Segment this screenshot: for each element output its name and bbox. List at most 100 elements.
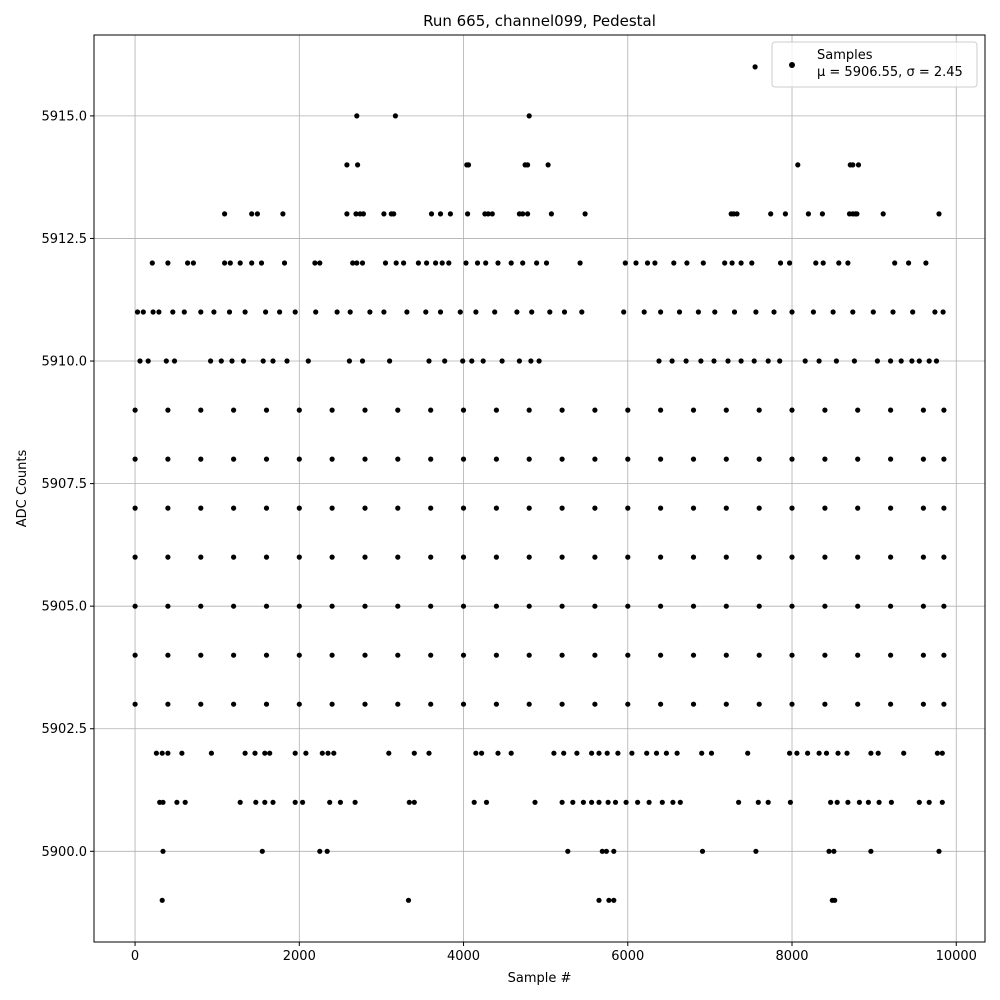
data-point: [198, 505, 204, 511]
data-point: [469, 358, 475, 364]
data-point: [362, 652, 368, 658]
data-point: [284, 358, 290, 364]
data-point: [684, 260, 690, 266]
data-point: [442, 358, 448, 364]
data-point: [565, 848, 571, 854]
data-point: [355, 162, 361, 168]
data-point: [132, 603, 138, 609]
data-point: [292, 750, 298, 756]
data-point: [888, 407, 894, 413]
data-point: [428, 603, 434, 609]
data-point: [787, 750, 793, 756]
data-point: [868, 848, 874, 854]
data-point: [211, 309, 217, 315]
data-point: [165, 603, 171, 609]
data-point: [641, 309, 647, 315]
data-point: [495, 750, 501, 756]
data-point: [611, 897, 617, 903]
data-point: [395, 603, 401, 609]
data-point: [844, 750, 850, 756]
data-point: [329, 701, 335, 707]
data-point: [826, 848, 832, 854]
data-point: [312, 260, 318, 266]
data-point: [816, 358, 822, 364]
y-tick-label: 5907.5: [42, 477, 88, 492]
data-point: [405, 897, 412, 903]
data-point: [423, 309, 429, 315]
data-point: [592, 652, 598, 658]
data-point: [612, 799, 619, 805]
data-point: [592, 701, 598, 707]
data-point: [150, 309, 156, 315]
data-point: [723, 603, 729, 609]
data-point: [460, 603, 467, 609]
data-point: [457, 309, 463, 315]
data-point: [240, 358, 247, 364]
data-point: [526, 554, 532, 560]
data-point: [822, 652, 828, 658]
data-point: [855, 505, 861, 511]
data-point: [755, 799, 761, 805]
data-point: [659, 799, 665, 805]
data-point: [218, 358, 224, 364]
data-point: [698, 358, 704, 364]
data-point: [411, 750, 417, 756]
data-point: [611, 848, 617, 854]
data-point: [252, 750, 258, 756]
data-point: [447, 211, 453, 217]
x-tick-label: 10000: [936, 949, 977, 964]
x-tick-label: 8000: [775, 949, 808, 964]
data-point: [329, 456, 335, 462]
data-point: [625, 701, 631, 707]
data-point: [249, 260, 255, 266]
data-point: [329, 554, 335, 560]
data-point: [658, 652, 664, 658]
data-point: [411, 799, 417, 805]
data-point: [446, 260, 452, 266]
data-point: [874, 358, 881, 364]
data-point: [941, 652, 947, 658]
data-point: [787, 799, 794, 805]
data-point: [362, 701, 368, 707]
data-point: [723, 505, 729, 511]
data-point: [753, 848, 759, 854]
data-point: [526, 407, 532, 413]
data-point: [833, 358, 840, 364]
data-point: [439, 260, 445, 266]
data-point: [229, 358, 235, 364]
data-point: [460, 407, 467, 413]
data-point: [756, 603, 762, 609]
data-point: [305, 358, 311, 364]
data-point: [822, 407, 828, 413]
data-point: [460, 456, 467, 462]
data-point: [768, 211, 774, 217]
data-point: [941, 407, 947, 413]
data-point: [888, 799, 895, 805]
data-point: [395, 652, 401, 658]
data-point: [525, 162, 531, 168]
x-tick-label: 6000: [611, 949, 644, 964]
data-point: [460, 505, 467, 511]
data-point: [753, 309, 759, 315]
data-point: [156, 309, 162, 315]
data-point: [174, 799, 180, 805]
data-point: [426, 358, 432, 364]
data-point: [346, 358, 352, 364]
y-tick-label: 5900.0: [42, 845, 88, 860]
data-point: [559, 652, 565, 658]
data-point: [367, 309, 373, 315]
data-point: [382, 260, 389, 266]
data-point: [850, 162, 856, 168]
data-point: [625, 456, 631, 462]
data-point: [292, 799, 298, 805]
data-point: [855, 554, 861, 560]
data-point: [916, 799, 922, 805]
data-point: [920, 701, 927, 707]
data-point: [165, 652, 171, 658]
data-point: [474, 260, 481, 266]
data-point: [165, 407, 171, 413]
data-point: [690, 701, 697, 707]
data-point: [263, 701, 270, 707]
data-point: [936, 848, 942, 854]
data-point: [303, 750, 309, 756]
